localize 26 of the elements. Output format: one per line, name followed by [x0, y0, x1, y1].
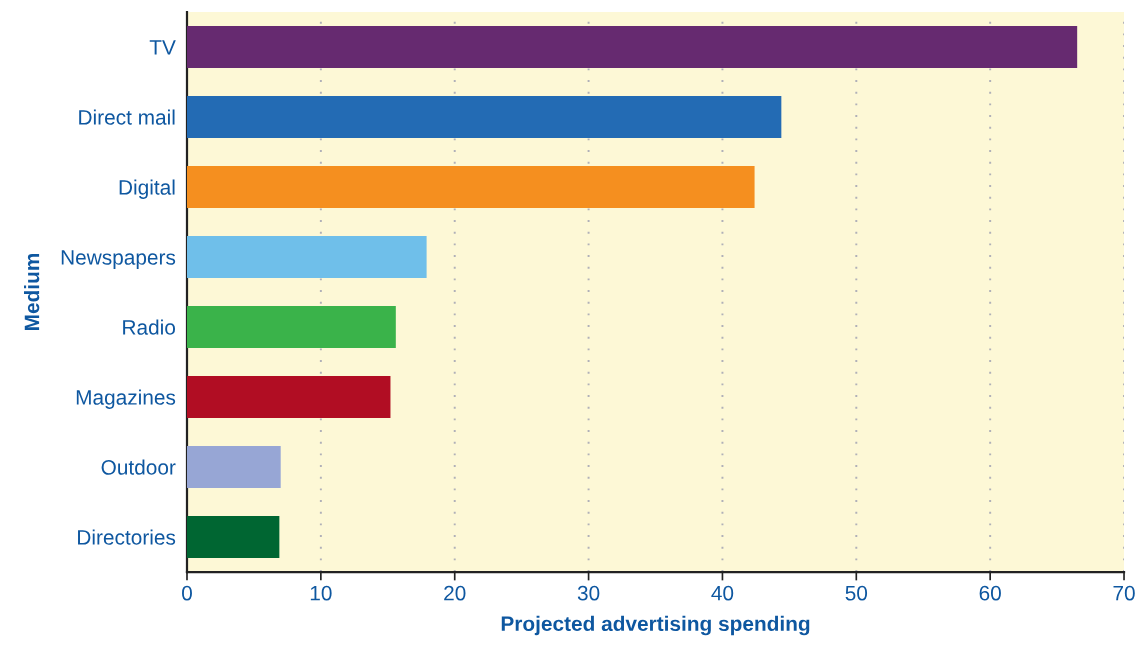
x-tick-label: 50: [845, 585, 868, 601]
x-tick-label: 60: [979, 585, 1001, 601]
y-tick-label: Digital: [119, 179, 175, 199]
x-tick-label: 20: [444, 585, 466, 601]
y-tick-label: Newspapers: [61, 250, 176, 269]
bar: [186, 166, 755, 209]
y-tick-label: Outdoor: [101, 459, 176, 475]
x-tick-label: 70: [1113, 585, 1135, 601]
x-tick-label: 40: [711, 585, 734, 601]
bar: [186, 96, 782, 139]
bar: [186, 516, 280, 559]
y-tick-label: Radio: [123, 319, 176, 335]
x-axis-title: Projected advertising spending: [501, 615, 810, 636]
x-tick-label: 0: [182, 585, 192, 601]
bar: [186, 376, 391, 419]
y-tick-label: Magazines: [76, 389, 176, 409]
y-axis-title: Medium: [24, 253, 40, 330]
bar: [186, 306, 396, 349]
bar: [186, 26, 1078, 69]
y-tick-label: Directories: [78, 529, 176, 545]
bar: [186, 236, 427, 279]
x-tick-label: 30: [577, 585, 600, 601]
y-tick-label: Direct mail: [79, 109, 175, 125]
x-tick-label: 10: [310, 585, 332, 601]
bar: [186, 446, 281, 489]
y-tick-label: TV: [149, 40, 176, 55]
